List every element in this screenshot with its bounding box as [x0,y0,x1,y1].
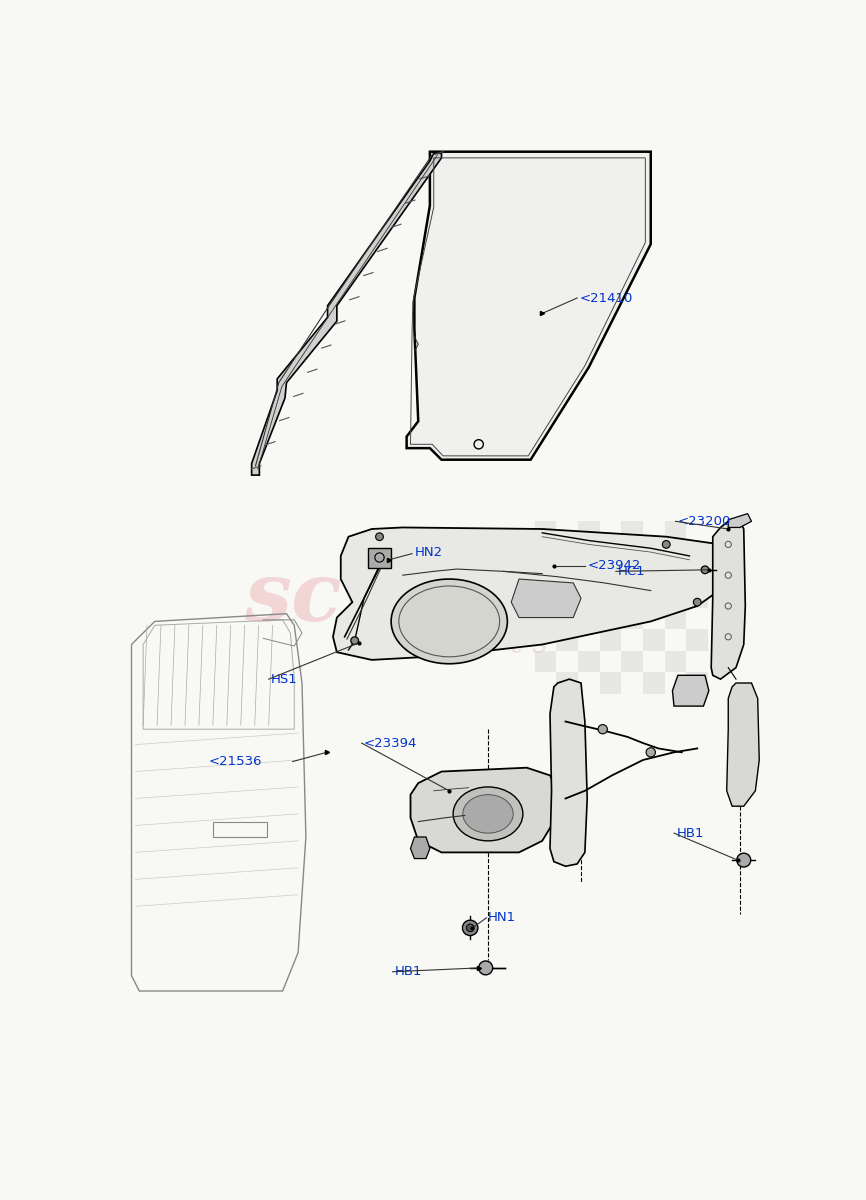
Bar [556,672,578,694]
Bar [687,542,708,564]
Bar [621,564,643,586]
Bar [578,521,599,542]
Polygon shape [407,151,650,460]
Bar [556,542,578,564]
Bar [213,822,267,838]
Text: <21536: <21536 [209,755,262,768]
Bar [665,650,687,672]
Bar [578,564,599,586]
Bar [621,650,643,672]
Bar [687,586,708,607]
Bar [665,521,687,542]
Bar [599,586,621,607]
Ellipse shape [391,580,507,664]
Bar [621,521,643,542]
Bar [556,586,578,607]
Bar [665,607,687,629]
Bar [599,672,621,694]
Bar [687,672,708,694]
Bar [556,629,578,650]
Bar [534,650,556,672]
Bar [599,629,621,650]
Circle shape [646,748,656,757]
Circle shape [466,924,474,931]
Circle shape [737,853,751,868]
Bar [621,607,643,629]
Circle shape [376,533,384,540]
Bar [599,542,621,564]
Text: c a r  p a r t s: c a r p a r t s [339,629,548,660]
Circle shape [462,920,478,936]
Polygon shape [410,838,430,858]
Text: <23200: <23200 [678,515,731,528]
Polygon shape [410,768,558,852]
Polygon shape [673,676,709,706]
Bar [534,564,556,586]
Text: <21410: <21410 [579,292,633,305]
Bar [534,521,556,542]
Ellipse shape [462,794,514,833]
Text: HC1: HC1 [618,565,646,578]
Bar [368,548,391,568]
Bar [643,672,665,694]
Bar [534,607,556,629]
Bar [687,629,708,650]
Bar [665,564,687,586]
Bar [578,650,599,672]
Bar [578,607,599,629]
Text: <23394: <23394 [364,737,417,750]
Text: scuderia: scuderia [244,558,643,638]
Ellipse shape [453,787,523,841]
Text: <23942: <23942 [587,559,641,572]
Text: HB1: HB1 [676,827,704,840]
Polygon shape [728,514,752,528]
Circle shape [694,599,701,606]
Circle shape [351,637,359,644]
Bar [643,542,665,564]
Polygon shape [550,679,587,866]
Text: HB1: HB1 [395,965,423,978]
Circle shape [598,725,607,734]
Polygon shape [711,521,746,679]
Polygon shape [727,683,759,806]
Text: HN2: HN2 [414,546,443,559]
Circle shape [701,566,709,574]
Bar [643,629,665,650]
Text: HN1: HN1 [488,911,516,924]
Bar [643,586,665,607]
Polygon shape [252,154,442,475]
Text: HS1: HS1 [271,673,298,685]
Circle shape [479,961,493,974]
Circle shape [662,540,670,548]
Polygon shape [333,528,728,660]
Polygon shape [511,580,581,618]
